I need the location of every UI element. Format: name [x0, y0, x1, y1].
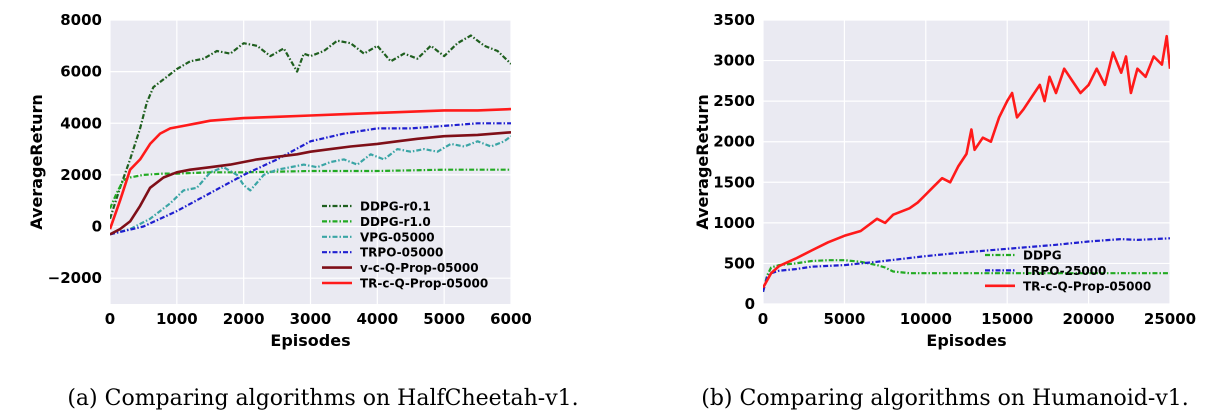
series-line-ddpg-r0-1: [110, 34, 511, 220]
legend-label-trpo-25000: TRPO-25000: [1023, 264, 1106, 278]
x-tick-label: 15000: [981, 310, 1033, 328]
x-tick-label: 5000: [423, 310, 465, 328]
x-tick-label: 20000: [1063, 310, 1115, 328]
chart-humanoid: 0 5000 10000 15000 20000 25000 0 500 1000 1500 200…: [693, 11, 1196, 350]
x-tick-label: 5000: [824, 310, 866, 328]
y-tick-label: 0: [745, 295, 755, 313]
y-tick-label: 1500: [713, 173, 755, 191]
y-tick-label: 3500: [713, 11, 755, 29]
series-line-trpo-25000: [763, 237, 1170, 293]
x-tick-label: 1000: [156, 310, 198, 328]
legend-label-ddpg-r0-1: DDPG-r0.1: [360, 200, 431, 214]
y-tick-label: 8000: [60, 11, 102, 29]
x-tick-label: 6000: [490, 310, 532, 328]
y-tick-label: 2000: [60, 166, 102, 184]
series-line-trpo-05000: [110, 122, 511, 236]
y-tick-label: 4000: [60, 114, 102, 132]
x-tick-label: 4000: [356, 310, 398, 328]
x-tick-label: 0: [758, 310, 768, 328]
y-tick-label: 1000: [713, 214, 755, 232]
chart-halfcheetah: 0 1000 2000 3000 4000 5000 6000 −2000 0 2000 4000 6…: [27, 11, 532, 350]
legend-label-trpo-05000: TRPO-05000: [360, 246, 443, 260]
y-tick-label: 500: [724, 254, 755, 272]
x-axis-label: Episodes: [926, 331, 1006, 350]
y-tick-label: 6000: [60, 63, 102, 81]
legend-label-tr-c-q-prop-05000: TR-c-Q-Prop-05000: [1023, 279, 1151, 293]
series-line-v-c-q-prop-05000: [110, 131, 511, 236]
y-tick-label: 2500: [713, 92, 755, 110]
x-tick-label: 2000: [223, 310, 265, 328]
y-tick-label: 0: [92, 218, 102, 236]
y-tick-label: 3000: [713, 52, 755, 70]
y-axis-label: AverageReturn: [693, 94, 712, 230]
x-tick-label: 3000: [290, 310, 332, 328]
legend-label-ddpg: DDPG: [1023, 249, 1062, 263]
y-tick-label: −2000: [48, 269, 102, 287]
y-axis-label: AverageReturn: [27, 94, 46, 230]
x-tick-label: 10000: [900, 310, 952, 328]
legend-label-ddpg-r1-0: DDPG-r1.0: [360, 215, 431, 229]
x-tick-label: 0: [105, 310, 115, 328]
legend-label-v-c-q-prop-05000: v-c-Q-Prop-05000: [360, 261, 479, 275]
legend-label-vpg-05000: VPG-05000: [360, 230, 435, 244]
caption-b: (b) Comparing algorithms on Humanoid-v1.: [701, 386, 1189, 411]
x-axis-label: Episodes: [270, 331, 350, 350]
y-tick-label: 2000: [713, 133, 755, 151]
caption-a: (a) Comparing algorithms on HalfCheetah-…: [67, 386, 578, 411]
x-tick-label: 25000: [1144, 310, 1196, 328]
series-line-tr-c-q-prop-05000: [763, 34, 1170, 289]
series-line-tr-c-q-prop-05000: [110, 107, 511, 230]
plot-area: [763, 20, 1170, 304]
legend-label-tr-c-q-prop-05000: TR-c-Q-Prop-05000: [360, 277, 488, 291]
